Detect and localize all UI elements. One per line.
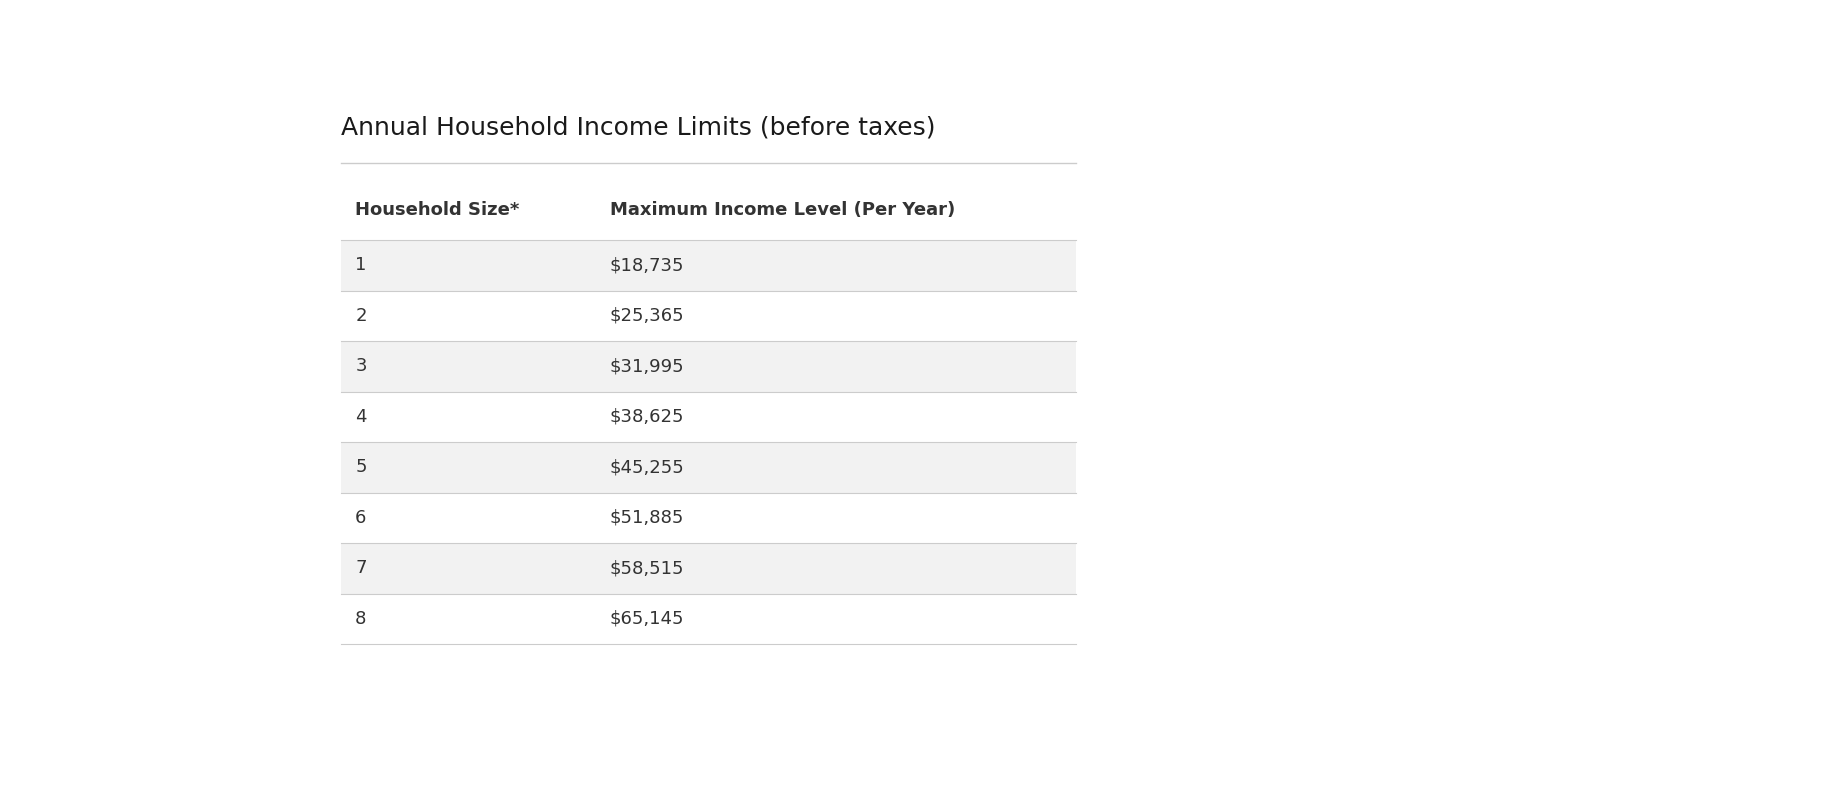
FancyBboxPatch shape — [341, 341, 1076, 392]
Text: $31,995: $31,995 — [609, 358, 684, 375]
Text: $58,515: $58,515 — [609, 559, 684, 578]
FancyBboxPatch shape — [341, 392, 1076, 442]
Text: 7: 7 — [355, 559, 366, 578]
Text: Annual Household Income Limits (before taxes): Annual Household Income Limits (before t… — [341, 115, 935, 139]
Text: 6: 6 — [355, 509, 366, 527]
FancyBboxPatch shape — [341, 594, 1076, 644]
FancyBboxPatch shape — [341, 543, 1076, 594]
Text: 3: 3 — [355, 358, 366, 375]
Text: $65,145: $65,145 — [609, 610, 684, 628]
Text: 8: 8 — [355, 610, 366, 628]
Text: $38,625: $38,625 — [609, 408, 684, 426]
FancyBboxPatch shape — [341, 290, 1076, 341]
FancyBboxPatch shape — [341, 240, 1076, 290]
Text: $25,365: $25,365 — [609, 307, 684, 325]
Text: $51,885: $51,885 — [609, 509, 684, 527]
Text: 2: 2 — [355, 307, 366, 325]
Text: 5: 5 — [355, 458, 366, 477]
Text: $45,255: $45,255 — [609, 458, 684, 477]
Text: 4: 4 — [355, 408, 366, 426]
FancyBboxPatch shape — [341, 493, 1076, 543]
Text: Household Size*: Household Size* — [355, 201, 520, 219]
Text: 1: 1 — [355, 257, 366, 274]
Text: $18,735: $18,735 — [609, 257, 684, 274]
FancyBboxPatch shape — [341, 442, 1076, 493]
Text: Maximum Income Level (Per Year): Maximum Income Level (Per Year) — [609, 201, 955, 219]
